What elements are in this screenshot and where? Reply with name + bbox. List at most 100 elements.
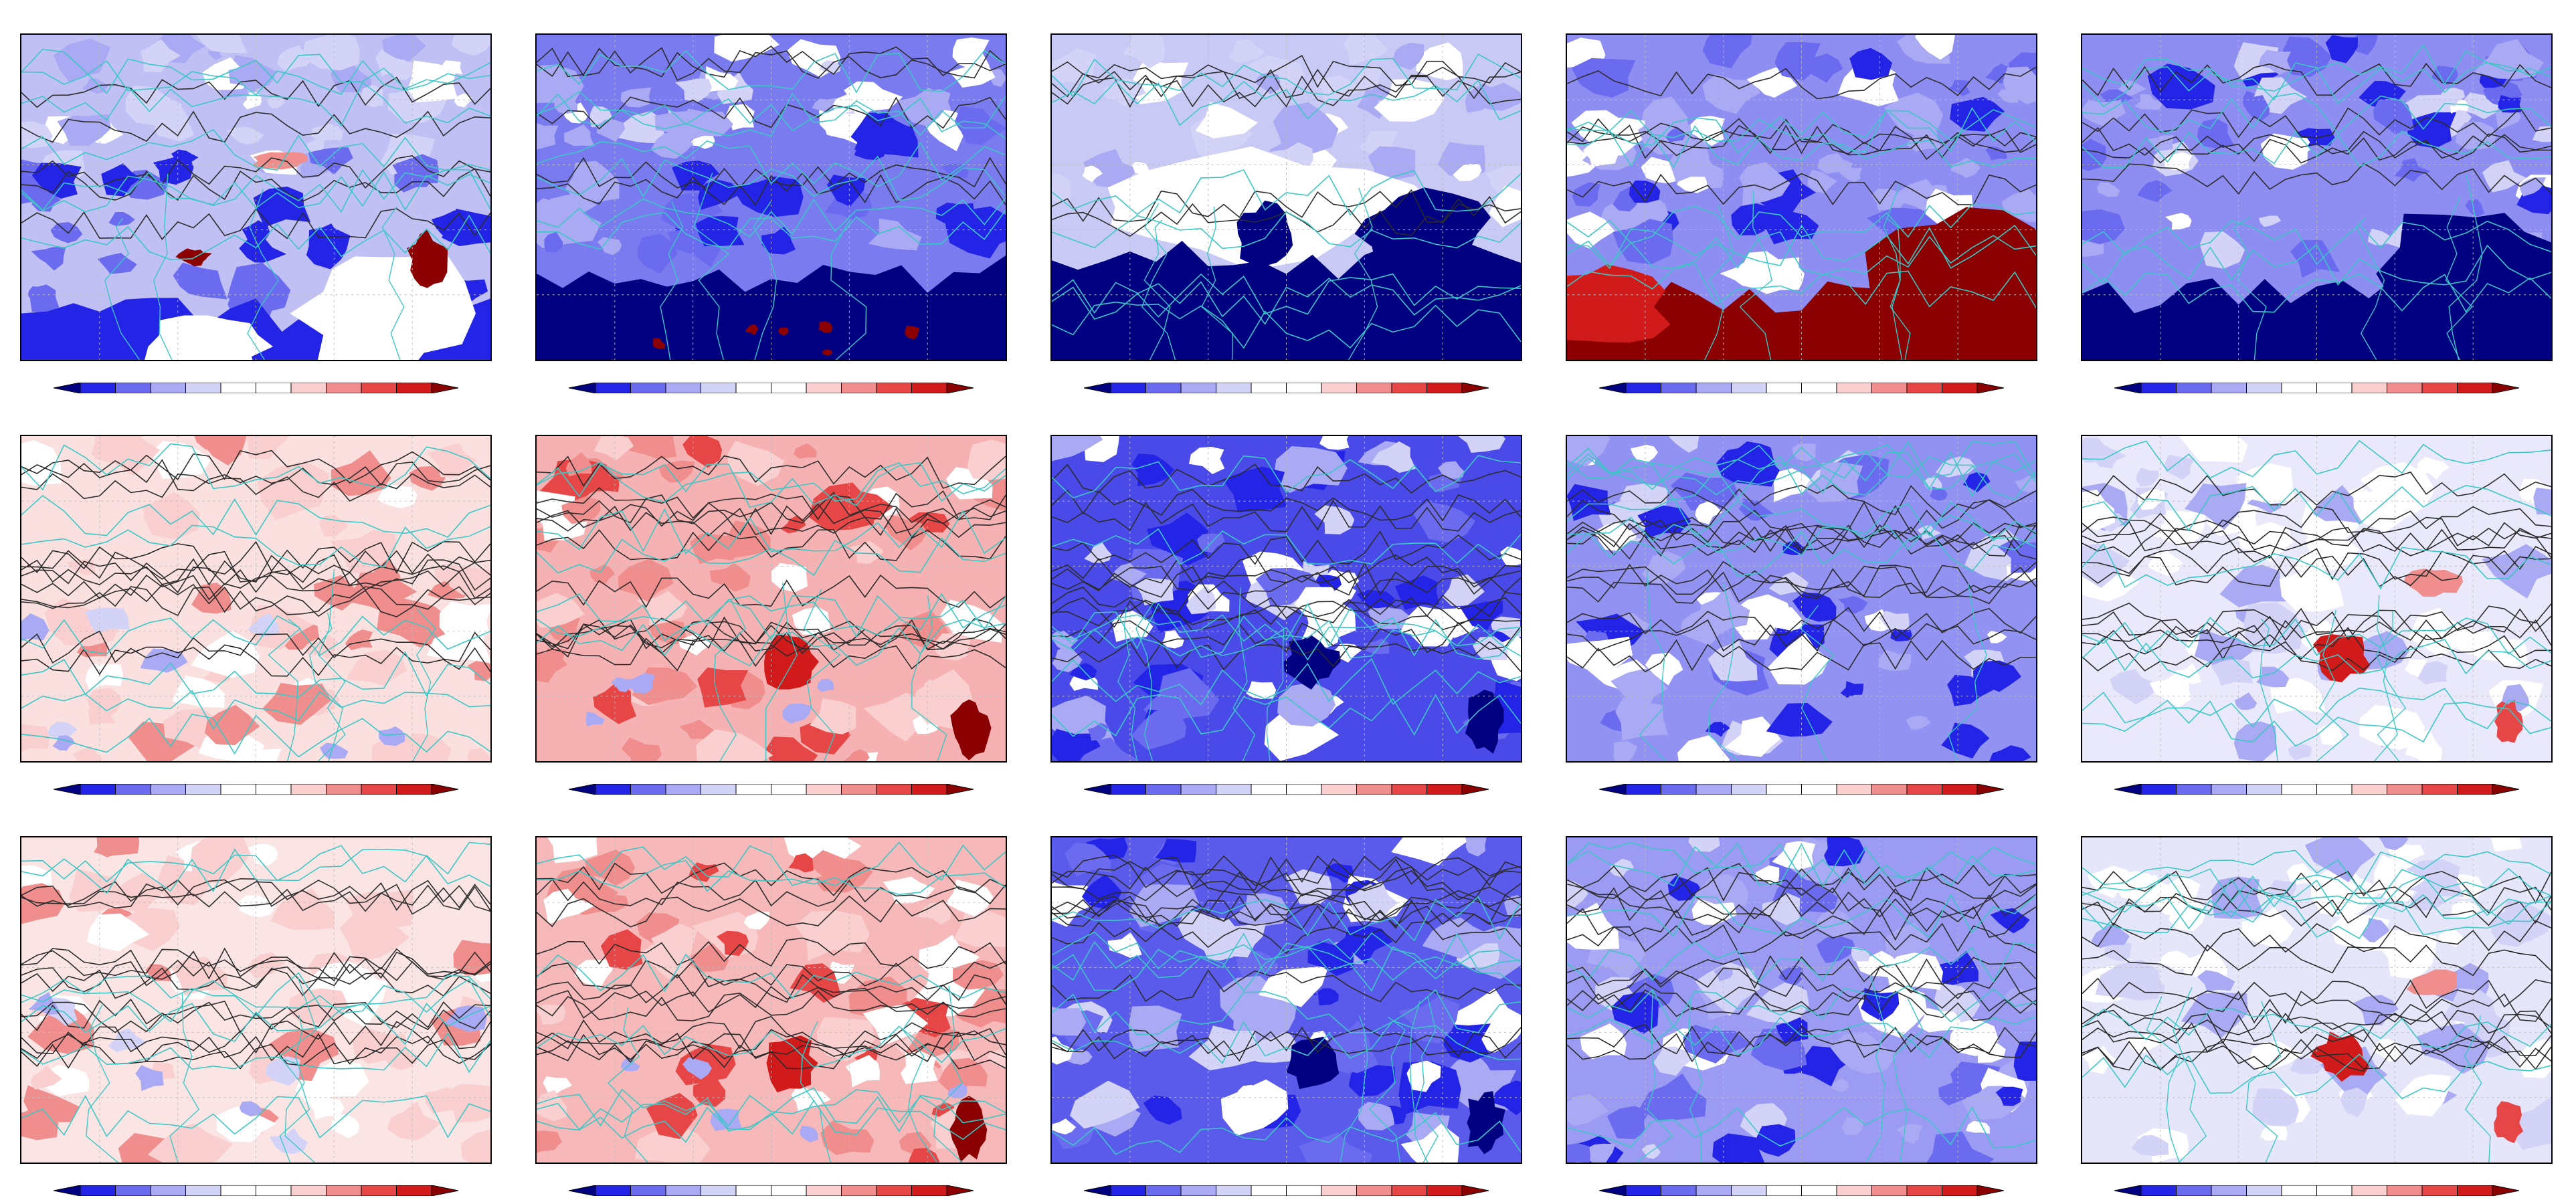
colorbar-segment xyxy=(2351,784,2387,795)
topography-contour xyxy=(2082,893,2551,927)
field-patch xyxy=(173,262,227,300)
topography-contour xyxy=(1052,898,1521,930)
topography-contour xyxy=(537,973,1006,1005)
field-patch xyxy=(563,124,595,146)
field-patch xyxy=(1807,169,1837,194)
colorbar-segment xyxy=(2457,383,2493,393)
colorbar-segment xyxy=(701,784,737,795)
colorbar-segment xyxy=(1801,1185,1837,1196)
field-patch xyxy=(191,631,260,678)
field-red-cell xyxy=(905,325,920,340)
field-patch xyxy=(2199,231,2245,269)
border-line xyxy=(2316,609,2349,761)
coastline xyxy=(2082,687,2551,730)
field-patch xyxy=(2234,692,2258,710)
field-patch xyxy=(1567,211,1615,249)
field-blue-cell xyxy=(1286,1036,1340,1090)
field-patch xyxy=(2237,463,2295,504)
field-patch xyxy=(2408,607,2475,658)
colorbar-segment xyxy=(115,1185,151,1196)
topography-contour xyxy=(2082,920,2551,953)
field-patch xyxy=(795,910,870,961)
coastline xyxy=(537,953,1006,999)
field-patch xyxy=(2282,36,2332,78)
field-patch xyxy=(1849,47,1893,80)
border-line xyxy=(2355,217,2385,360)
coastline xyxy=(21,615,490,656)
field-patch xyxy=(2256,666,2290,688)
colorbar-segment xyxy=(630,1185,666,1196)
field-patch xyxy=(302,35,360,71)
topography-contour xyxy=(1567,1023,2036,1055)
topography-contour xyxy=(1052,488,1521,522)
colorbar-segment xyxy=(150,1185,186,1196)
field-patch xyxy=(1231,893,1289,926)
field-patch xyxy=(1459,600,1503,630)
field-patch xyxy=(693,1075,726,1107)
colorbar-segment xyxy=(911,784,947,795)
topography-contour xyxy=(1052,854,1521,888)
colorbar-extend-low xyxy=(569,784,596,795)
colorbar-segment xyxy=(2387,1185,2423,1196)
coastline xyxy=(2082,92,2551,135)
topography-contour xyxy=(537,862,1006,896)
border-line xyxy=(1948,583,1987,761)
field-patch xyxy=(467,658,490,682)
coastline xyxy=(537,462,1006,508)
topography-contour xyxy=(21,540,490,575)
colorbar-graphic xyxy=(1084,1185,1489,1196)
coastline xyxy=(21,841,490,883)
field-patch xyxy=(1841,1116,1863,1136)
colorbar-segment xyxy=(220,1185,256,1196)
field-patch xyxy=(2082,489,2116,530)
colorbar-segment xyxy=(396,784,432,795)
field-patch xyxy=(1705,722,1730,737)
coastline xyxy=(2082,888,2551,930)
coastline xyxy=(1567,841,2036,884)
field-patch xyxy=(196,35,248,53)
coastline xyxy=(2082,617,2551,656)
field-patch xyxy=(547,837,597,864)
field-patch xyxy=(1412,502,1476,543)
field-patch xyxy=(862,1004,929,1046)
colorbar-segment xyxy=(1731,383,1767,393)
coastline xyxy=(1052,1020,1521,1064)
topography-contour xyxy=(1567,863,2036,896)
field-patch xyxy=(765,736,818,761)
border-line xyxy=(2259,618,2278,761)
colorbar-segment xyxy=(1180,784,1216,795)
field-patch xyxy=(806,849,873,893)
coastline xyxy=(21,48,490,94)
field-patch xyxy=(242,220,270,241)
field-patch xyxy=(1584,1143,1616,1163)
field-patch xyxy=(2158,950,2191,971)
colorbar xyxy=(54,1185,458,1196)
map-field xyxy=(1567,837,2036,1163)
coastline xyxy=(537,1088,1006,1127)
field-patch xyxy=(345,568,418,613)
field-patch xyxy=(2431,66,2458,85)
colorbar-segment xyxy=(1251,1185,1287,1196)
topography-contour xyxy=(21,559,490,594)
colorbar-segment xyxy=(1216,784,1252,795)
coastline xyxy=(21,1094,490,1138)
topography-contour xyxy=(2082,602,2551,635)
border-line xyxy=(1865,975,1886,1163)
topography-contour xyxy=(2082,625,2551,660)
colorbar-segment xyxy=(1766,784,1802,795)
colorbar-segment xyxy=(1286,784,1322,795)
coastline xyxy=(2082,1007,2551,1049)
field-patch xyxy=(2219,565,2286,607)
field-patch xyxy=(2233,721,2277,761)
colorbar-segment xyxy=(2421,383,2458,393)
field-patch xyxy=(2134,94,2164,110)
field-patch xyxy=(1228,39,1265,64)
field-patch xyxy=(21,613,50,641)
field-patch xyxy=(2181,992,2248,1038)
topography-contour xyxy=(537,487,1006,520)
topography-contour xyxy=(1052,464,1521,494)
field-patch xyxy=(2395,1074,2452,1116)
field-patch xyxy=(1926,1131,1995,1163)
map-panel-r1c5 xyxy=(2081,33,2553,395)
colorbar-segment xyxy=(1695,1185,1732,1196)
